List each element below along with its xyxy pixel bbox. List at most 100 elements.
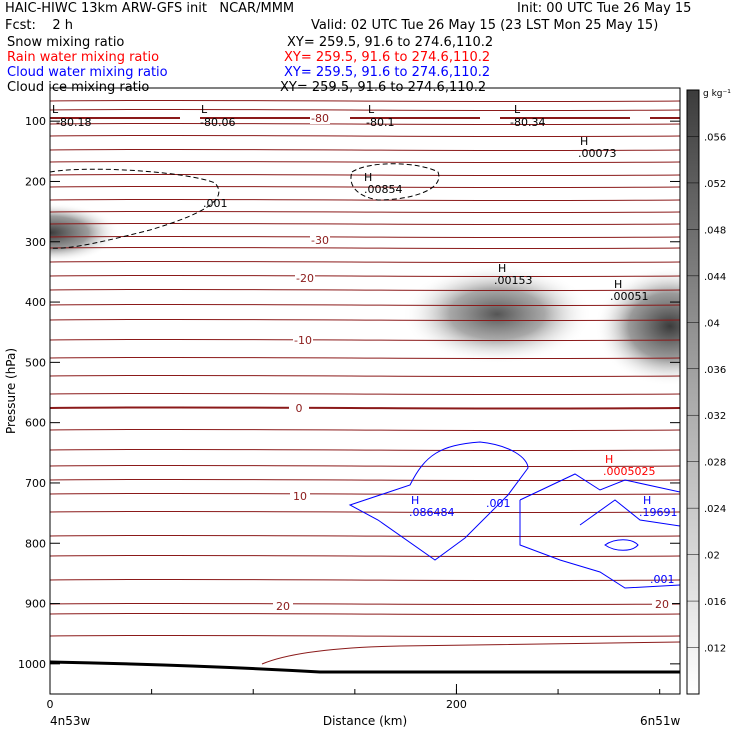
x-endpoint-right: 6n51w <box>640 714 681 728</box>
field-label-snow: Snow mixing ratio <box>7 35 125 50</box>
isotherm-label: 20 <box>655 598 669 611</box>
contour-value-label: .001 <box>486 497 511 510</box>
isotherm-line <box>50 634 680 638</box>
isotherm-line <box>50 99 680 103</box>
isotherm-line <box>50 374 680 378</box>
x-tick-label: 0 <box>47 698 54 711</box>
field-xy-snow: XY= 259.5, 91.6 to 274.6,110.2 <box>287 35 494 50</box>
isotherm-line <box>50 274 680 278</box>
colorbar-tick-label: .056 <box>704 132 726 143</box>
extremum-letter: H <box>614 278 622 291</box>
isotherm-line <box>50 448 680 452</box>
colorbar-unit: g kg⁻¹ <box>703 89 731 99</box>
valid-time: Valid: 02 UTC Tue 26 May 15 (23 LST Mon … <box>311 18 659 33</box>
isotherm-line <box>50 185 680 189</box>
cloud-water-contour <box>519 473 680 589</box>
contour-value-label: .001 <box>650 573 675 586</box>
isotherm-label-bg <box>310 113 330 124</box>
plot-area <box>50 99 680 674</box>
isotherm-line <box>50 602 680 606</box>
extremum-value: .0005025 <box>603 465 656 478</box>
isotherm-label: 20 <box>276 600 290 613</box>
isotherm-line <box>50 173 680 177</box>
isotherm-line <box>50 235 680 239</box>
extremum-value: -80.1 <box>366 116 394 129</box>
isotherm-line <box>50 356 680 360</box>
isotherm-line <box>50 222 680 226</box>
colorbar-tick-label: .02 <box>704 551 720 562</box>
colorbar-tick-label: .036 <box>704 365 726 376</box>
isotherm-line <box>50 134 680 138</box>
field-xy-rain: XY= 259.5, 91.6 to 274.6,110.2 <box>284 50 491 65</box>
snow-contour-dashed <box>50 168 220 249</box>
extremum-letter: L <box>514 103 521 116</box>
colorbar-tick-label: .012 <box>704 644 726 655</box>
y-tick-label: 900 <box>25 598 46 611</box>
extremum-value: .00073 <box>578 147 617 160</box>
y-tick-label: 600 <box>25 417 46 430</box>
y-tick-label: 800 <box>25 537 46 550</box>
y-tick-label: 300 <box>25 236 46 249</box>
snow-shade-2 <box>402 264 593 365</box>
colorbar-tick-label: .044 <box>704 272 726 283</box>
colorbar-tick-label: .032 <box>704 411 726 422</box>
isotherm-line <box>50 122 680 126</box>
extremum-value: -80.06 <box>200 116 235 129</box>
extremum-letter: H <box>498 262 506 275</box>
extremum-value: -80.18 <box>56 116 91 129</box>
isotherm-label: 10 <box>293 490 307 503</box>
extremum-value: -80.34 <box>510 116 545 129</box>
isotherm-line <box>50 108 680 112</box>
isotherm-line <box>50 148 680 152</box>
extremum-letter: H <box>643 494 651 507</box>
isotherm-label: -10 <box>294 334 312 347</box>
colorbar-tick-label: .052 <box>704 179 726 190</box>
isotherm-line <box>50 392 680 396</box>
init-time: Init: 00 UTC Tue 26 May 15 <box>517 1 692 16</box>
extremum-value: .086484 <box>409 506 455 519</box>
isotherm-line <box>50 288 680 292</box>
colorbar-tick-label: .028 <box>704 458 726 469</box>
extremum-letter: L <box>368 103 375 116</box>
isotherm-line <box>50 160 680 164</box>
terrain-line <box>50 660 680 674</box>
isotherm-label: -30 <box>311 234 329 247</box>
snow-contour-dashed <box>350 163 440 201</box>
field-label-rain: Rain water mixing ratio <box>7 50 160 65</box>
field-xy-cloud-water: XY= 259.5, 91.6 to 274.6,110.2 <box>284 65 491 80</box>
cloud-water-contour <box>348 441 529 561</box>
isotherm-line <box>50 210 680 214</box>
extremum-value: .00854 <box>364 183 403 196</box>
colorbar-tick-label: .016 <box>704 597 726 608</box>
colorbar-tick-label: .04 <box>704 318 720 329</box>
isotherm-line <box>50 534 680 538</box>
field-label-cloud-water: Cloud water mixing ratio <box>7 65 168 80</box>
y-tick-label: 1000 <box>18 658 46 671</box>
extremum-letter: L <box>52 103 59 116</box>
isotherm-label-bg <box>289 403 309 414</box>
isotherm-line <box>50 510 680 514</box>
colorbar-tick-label: .048 <box>704 225 726 236</box>
isotherm-line <box>50 338 680 342</box>
forecast-hour: Fcst: 2 h <box>5 18 74 33</box>
isotherm-label: -20 <box>296 272 314 285</box>
isotherm-label: -80 <box>311 112 329 125</box>
isotherm-label-bg <box>295 273 315 284</box>
isotherm-label-bg <box>293 335 313 346</box>
isotherm-line <box>50 428 680 432</box>
y-tick-label: 200 <box>25 175 46 188</box>
snow-shade-3 <box>594 266 680 387</box>
x-axis-label: Distance (km) <box>323 714 407 728</box>
isotherm-line <box>50 318 680 322</box>
isotherm-label-bg <box>310 235 330 246</box>
isotherm-label-bg <box>273 601 293 612</box>
contour-value-label: .001 <box>203 197 228 210</box>
isotherm-line <box>50 198 680 202</box>
y-tick-label: 500 <box>25 356 46 369</box>
extremum-letter: H <box>364 171 372 184</box>
extremum-letter: H <box>605 453 613 466</box>
isotherm-label-bg <box>290 491 310 502</box>
extremum-letter: L <box>201 103 208 116</box>
y-axis-label: Pressure (hPa) <box>4 348 18 434</box>
isotherm-line <box>50 492 680 496</box>
